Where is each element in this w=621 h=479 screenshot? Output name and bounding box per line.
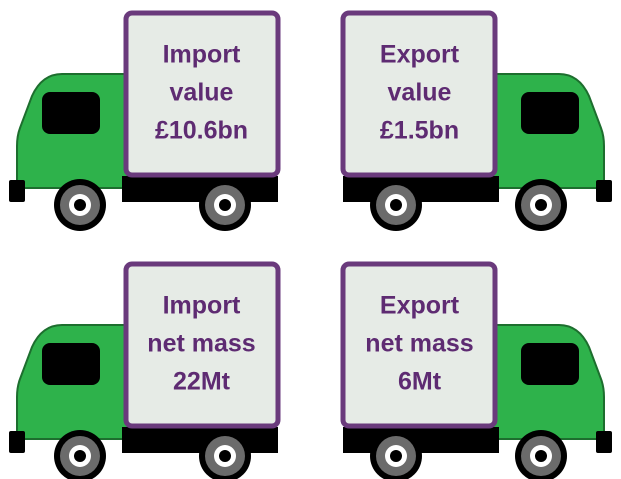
chassis [122,427,278,453]
wheel-centre [219,450,231,462]
wheel-centre [219,199,231,211]
truck-label: value [170,79,234,107]
truck-label: Export [380,41,460,69]
truck [340,261,612,479]
bumper [9,431,25,453]
wheel-centre [390,199,402,211]
cab-window [42,92,100,134]
cab-window [42,343,100,385]
wheel-centre [74,199,86,211]
truck [340,10,612,231]
truck-label: value [388,79,452,107]
truck-label: Export [380,292,460,320]
cab-window [521,92,579,134]
chassis [343,427,499,453]
truck [9,10,281,231]
wheel-centre [390,450,402,462]
chassis [122,176,278,202]
chassis [343,176,499,202]
truck-label: £10.6bn [155,117,248,145]
truck-label: 22Mt [173,368,231,396]
cargo-box [123,10,281,178]
bumper [9,180,25,202]
cargo-box [340,10,498,178]
truck-label: net mass [147,330,255,358]
truck-label: Import [163,292,241,320]
wheel-centre [74,450,86,462]
cab-window [521,343,579,385]
truck-label: 6Mt [398,368,442,396]
bumper [596,431,612,453]
wheel-centre [535,199,547,211]
bumper [596,180,612,202]
cargo-box [340,261,498,429]
cargo-box [123,261,281,429]
truck-label: £1.5bn [380,117,459,145]
truck [9,261,281,479]
truck-label: net mass [365,330,473,358]
truck-label: Import [163,41,241,69]
wheel-centre [535,450,547,462]
